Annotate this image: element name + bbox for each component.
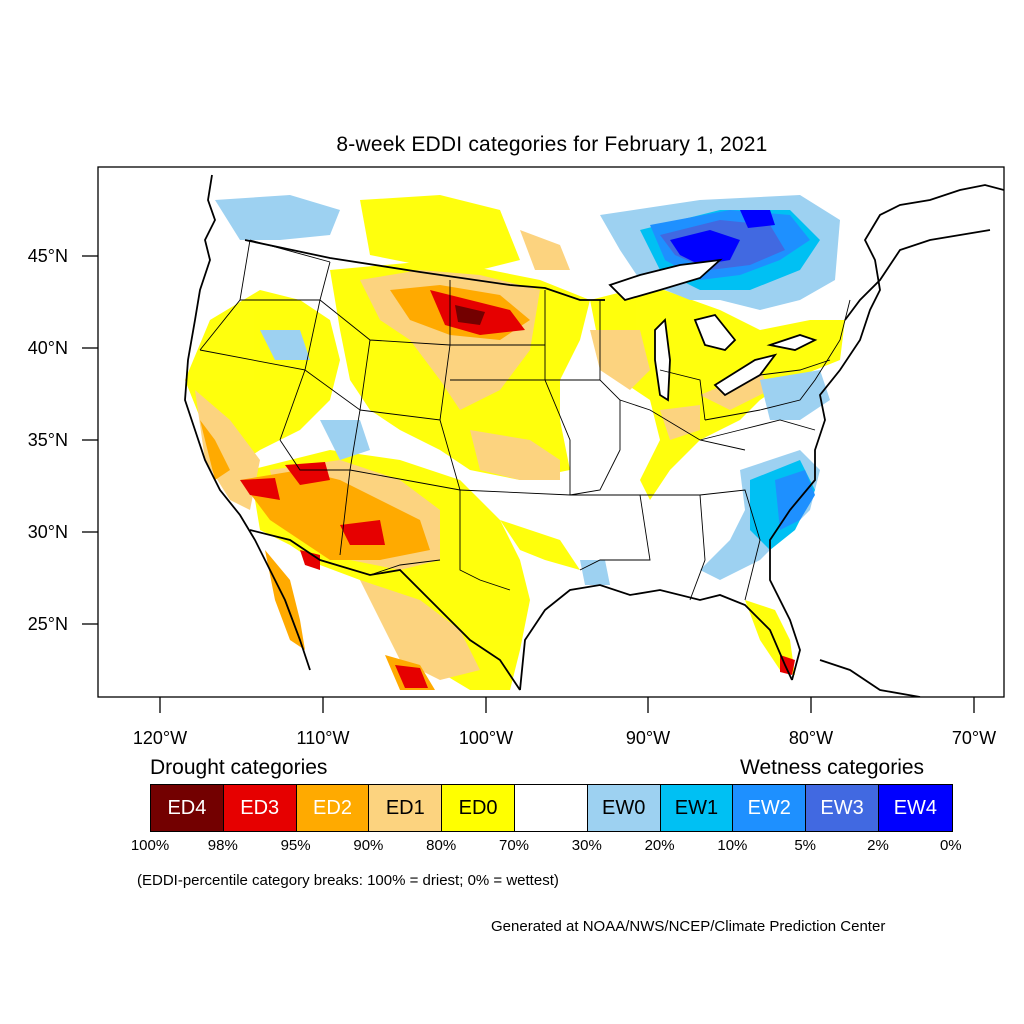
ed3-nm — [340, 520, 385, 545]
ew0-washington — [215, 195, 340, 240]
legend-swatch: EW2 — [733, 785, 807, 831]
lat-ticks — [82, 255, 98, 625]
ew0-northeast — [760, 370, 830, 420]
ed1-kansas — [470, 430, 560, 480]
ed3-utah — [285, 462, 330, 485]
ed1-michigan — [590, 330, 650, 390]
coastline-cuba — [819, 659, 921, 697]
percentile-label: 30% — [571, 837, 602, 854]
ed1-northern — [520, 230, 570, 270]
lon-label: 90°W — [626, 728, 670, 748]
percentile-label: 2% — [867, 837, 889, 854]
lat-label: 30°N — [28, 522, 68, 542]
percentile-note: (EDDI-percentile category breaks: 100% =… — [137, 872, 559, 889]
percentile-label: 100% — [130, 837, 170, 854]
legend-swatch: EW0 — [587, 785, 661, 831]
lat-label: 45°N — [28, 246, 68, 266]
ew4-lakes-b — [740, 210, 775, 228]
ew0-idaho — [260, 330, 310, 360]
legend-swatch: EW4 — [878, 785, 952, 831]
ew0-gulf — [580, 560, 610, 585]
percentile-label: 10% — [717, 837, 748, 854]
lat-label: 25°N — [28, 614, 68, 634]
legend-swatch: ED2 — [296, 785, 370, 831]
ed1-kentucky — [660, 405, 700, 440]
ed0-gulf — [500, 520, 580, 570]
legend-bar: ED4 ED3 ED2 ED1 ED0 EW0 EW1 EW2 EW3 EW4 — [150, 784, 953, 832]
mexico-border — [249, 529, 521, 691]
lat-label: 40°N — [28, 338, 68, 358]
ew0-colorado — [320, 420, 370, 460]
ed3-nevada — [240, 478, 280, 500]
lat-label: 35°N — [28, 430, 68, 450]
coastline-west — [184, 174, 311, 671]
state-lines-west — [199, 239, 461, 556]
ed3-texas — [395, 665, 428, 688]
percentile-label: 70% — [498, 837, 530, 854]
canada-east — [844, 229, 991, 321]
percentile-label: 90% — [353, 837, 384, 854]
canada-border — [244, 239, 605, 301]
lake-superior — [608, 258, 723, 302]
map-title: 8-week EDDI categories for February 1, 2… — [336, 133, 768, 156]
coastline-east — [769, 184, 1004, 681]
lon-label: 70°W — [952, 728, 996, 748]
lon-label: 80°W — [789, 728, 833, 748]
ew2-carolina — [775, 470, 815, 530]
percentile-label: 5% — [794, 837, 817, 854]
lon-ticks — [159, 697, 975, 713]
legend-swatch — [514, 785, 588, 831]
legend-swatch: ED4 — [151, 785, 224, 831]
lon-label: 120°W — [133, 728, 187, 748]
drought-heading: Drought categories — [150, 756, 328, 779]
coastline-gulf — [519, 584, 793, 691]
legend-swatch: ED3 — [223, 785, 297, 831]
lon-label: 100°W — [459, 728, 513, 748]
lake-michigan — [654, 318, 671, 402]
state-lines-east — [619, 299, 851, 601]
ed4-dakota — [455, 305, 485, 325]
state-lines-central — [449, 280, 651, 571]
percentile-label: 80% — [426, 837, 457, 854]
credit-line: Generated at NOAA/NWS/NCEP/Climate Predi… — [491, 918, 886, 935]
ew4-lakes — [670, 230, 740, 265]
wetness-heading: Wetness categories — [740, 756, 925, 779]
ed2-california — [200, 420, 230, 480]
legend-swatch: ED1 — [369, 785, 443, 831]
legend-swatch: EW3 — [806, 785, 879, 831]
ed0-north — [360, 195, 520, 270]
percentile-label: 20% — [644, 837, 675, 854]
percentile-label: 95% — [280, 837, 311, 854]
legend-swatch: EW1 — [660, 785, 734, 831]
percentile-label: 98% — [207, 837, 238, 854]
eddi-map: 45°N 40°N 35°N 30°N 25°N 120°W 110°W 100… — [28, 166, 1005, 748]
percentile-label: 0% — [939, 837, 962, 854]
lake-ontario — [766, 334, 818, 351]
lake-erie — [713, 353, 778, 397]
lake-huron — [693, 313, 737, 351]
map-frame — [97, 166, 1005, 698]
state-lines-texas — [369, 490, 511, 591]
ed1-texas — [360, 580, 480, 680]
ed3-arizona — [300, 550, 320, 570]
lon-label: 110°W — [297, 728, 350, 748]
legend-swatch: ED0 — [442, 785, 515, 831]
